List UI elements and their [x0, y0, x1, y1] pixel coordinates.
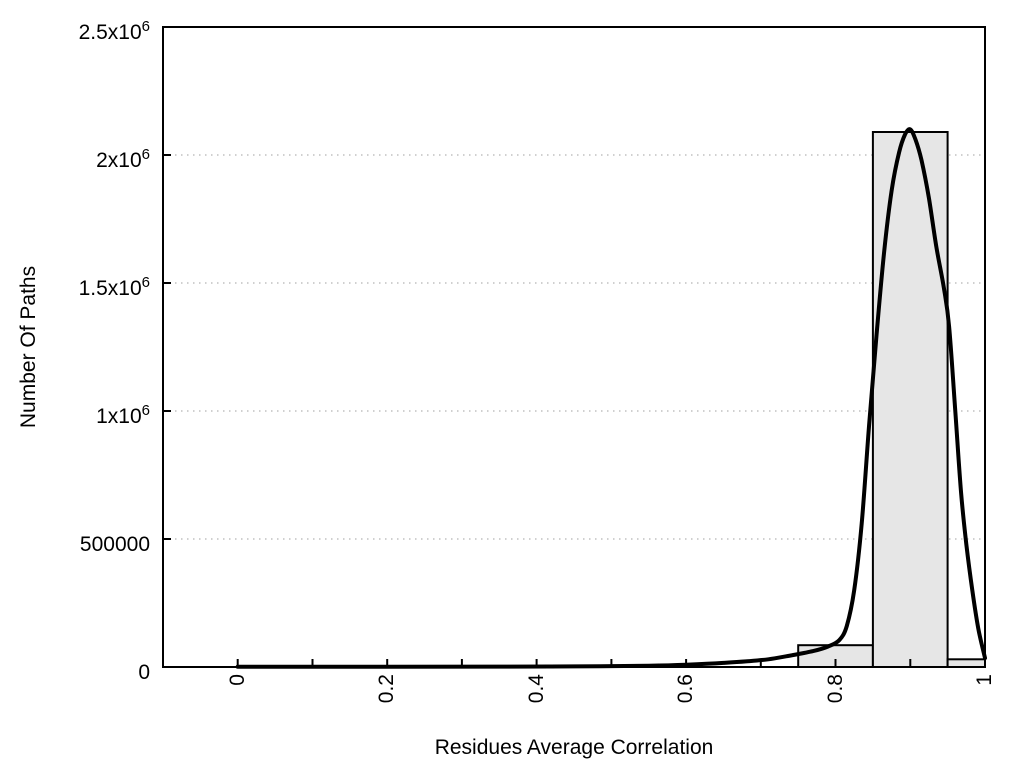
- y-axis-title: Number Of Paths: [17, 265, 40, 429]
- x-tick-label: 0.6: [674, 674, 698, 704]
- y-tick-label: 500000: [79, 533, 150, 556]
- y-tick-label: 1.5x106: [78, 274, 150, 300]
- histogram-bar: [871, 131, 949, 668]
- x-tick-label: 0: [225, 674, 249, 686]
- histogram-bar: [946, 658, 986, 668]
- x-axis-title: Residues Average Correlation: [434, 736, 714, 759]
- x-tick-label: 0.8: [823, 674, 847, 704]
- y-tick-label: 1x106: [96, 402, 150, 428]
- x-tick-label: 1: [973, 674, 996, 686]
- x-tick-label: 0.2: [375, 674, 399, 704]
- x-tick-label: 0.4: [524, 674, 548, 704]
- y-tick-label: 2.5x106: [78, 18, 150, 44]
- y-tick-label: 0: [138, 661, 150, 684]
- y-tick-label: 2x106: [96, 146, 150, 172]
- plot-border: [162, 26, 986, 668]
